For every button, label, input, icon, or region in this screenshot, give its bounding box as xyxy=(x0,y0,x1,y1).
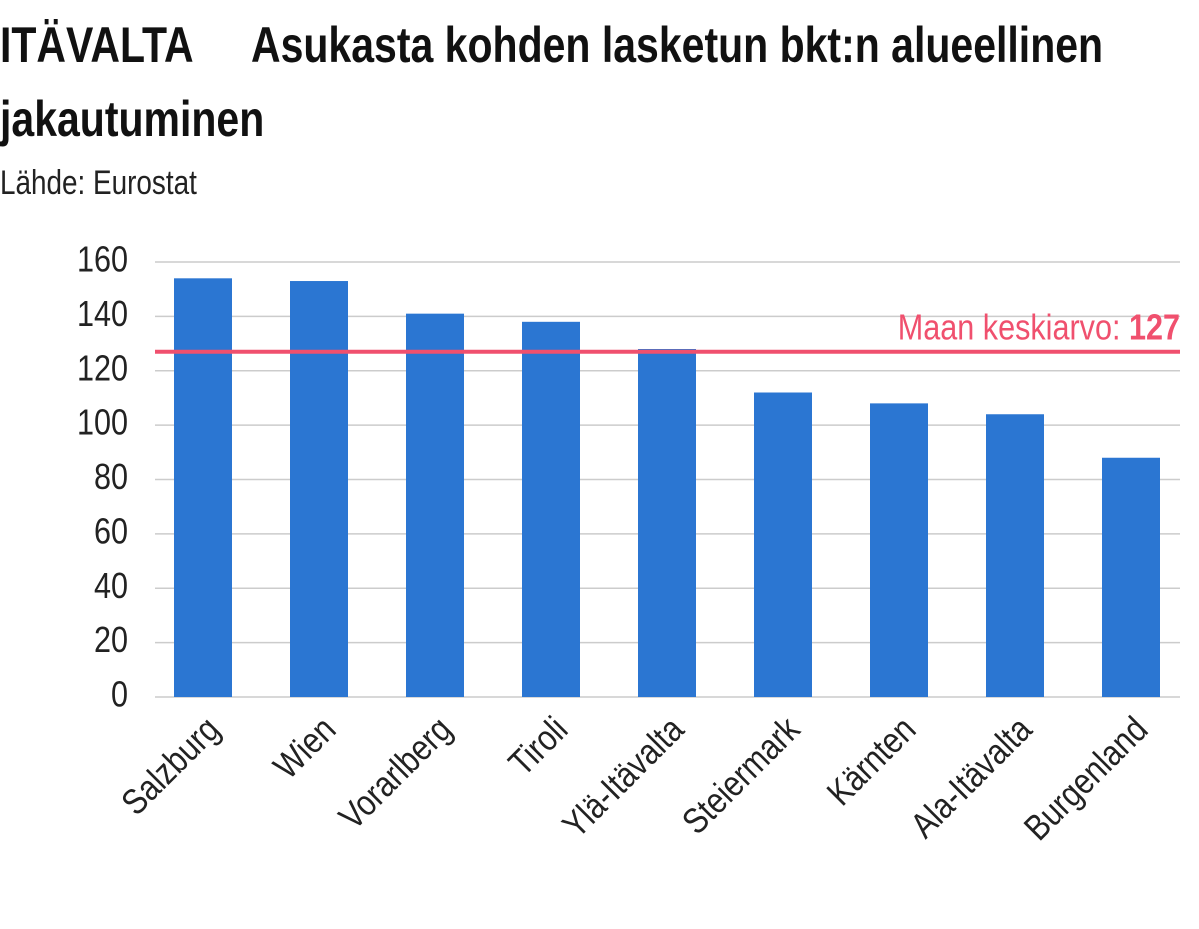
x-tick-label: Ala-Itävalta xyxy=(903,709,1040,846)
bar xyxy=(522,321,580,697)
x-tick-label: Vorarlberg xyxy=(332,710,460,838)
bar xyxy=(406,313,464,697)
y-tick-label: 20 xyxy=(94,621,128,661)
bar xyxy=(290,281,348,697)
country: ITÄVALTA xyxy=(0,17,194,73)
y-tick-label: 0 xyxy=(111,675,128,715)
reference-label: Maan keskiarvo: 127 xyxy=(898,308,1180,348)
y-tick-label: 40 xyxy=(94,567,128,607)
x-tick-label: Salzburg xyxy=(114,710,228,824)
subtitle: Lähde: Eurostat xyxy=(0,164,197,202)
title-text: Asukasta kohden lasketun bkt:n alueellin… xyxy=(0,17,1104,147)
y-tick-label: 100 xyxy=(77,403,128,443)
x-tick-label: Ylä-Itävalta xyxy=(555,709,692,846)
y-tick-label: 160 xyxy=(77,240,128,280)
x-tick-label: Steiermark xyxy=(675,709,808,842)
bar xyxy=(174,278,232,697)
y-tick-label: 80 xyxy=(94,458,128,498)
y-tick-label: 60 xyxy=(94,512,128,552)
reference-value: 127 xyxy=(1129,308,1180,348)
x-tick-label: Burgenland xyxy=(1017,710,1156,849)
y-tick-label: 140 xyxy=(77,295,128,335)
x-tick-label: Wien xyxy=(266,710,343,787)
bar xyxy=(986,414,1044,697)
chart-title: ITÄVALTA Asukasta kohden lasketun bkt:n a… xyxy=(0,8,1181,156)
bar xyxy=(754,392,812,697)
y-tick-label: 120 xyxy=(77,349,128,389)
bar xyxy=(638,349,696,697)
header: ITÄVALTA Asukasta kohden lasketun bkt:n a… xyxy=(0,8,1181,203)
x-tick-label: Tiroli xyxy=(502,710,576,784)
bar xyxy=(1102,457,1160,697)
bar xyxy=(870,403,928,697)
x-tick-label: Kärnten xyxy=(820,710,924,814)
reference-label-text: Maan keskiarvo: xyxy=(898,308,1121,348)
